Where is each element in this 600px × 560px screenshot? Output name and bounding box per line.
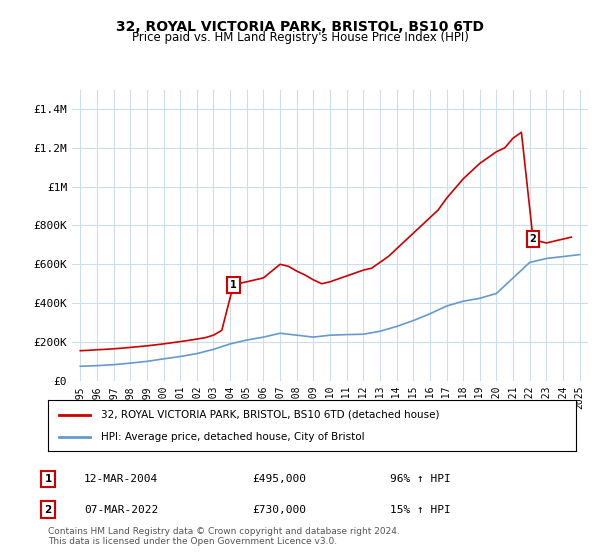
Text: Contains HM Land Registry data © Crown copyright and database right 2024.
This d: Contains HM Land Registry data © Crown c… bbox=[48, 526, 400, 546]
Text: 32, ROYAL VICTORIA PARK, BRISTOL, BS10 6TD (detached house): 32, ROYAL VICTORIA PARK, BRISTOL, BS10 6… bbox=[101, 409, 439, 419]
Text: 2: 2 bbox=[530, 234, 536, 244]
Text: £495,000: £495,000 bbox=[252, 474, 306, 484]
Text: 1: 1 bbox=[44, 474, 52, 484]
Text: Price paid vs. HM Land Registry's House Price Index (HPI): Price paid vs. HM Land Registry's House … bbox=[131, 31, 469, 44]
Text: 32, ROYAL VICTORIA PARK, BRISTOL, BS10 6TD: 32, ROYAL VICTORIA PARK, BRISTOL, BS10 6… bbox=[116, 20, 484, 34]
Text: 07-MAR-2022: 07-MAR-2022 bbox=[84, 505, 158, 515]
Text: 1: 1 bbox=[230, 279, 237, 290]
Text: 15% ↑ HPI: 15% ↑ HPI bbox=[390, 505, 451, 515]
Text: 12-MAR-2004: 12-MAR-2004 bbox=[84, 474, 158, 484]
Text: £730,000: £730,000 bbox=[252, 505, 306, 515]
Text: HPI: Average price, detached house, City of Bristol: HPI: Average price, detached house, City… bbox=[101, 432, 364, 442]
Text: 96% ↑ HPI: 96% ↑ HPI bbox=[390, 474, 451, 484]
Text: 2: 2 bbox=[44, 505, 52, 515]
